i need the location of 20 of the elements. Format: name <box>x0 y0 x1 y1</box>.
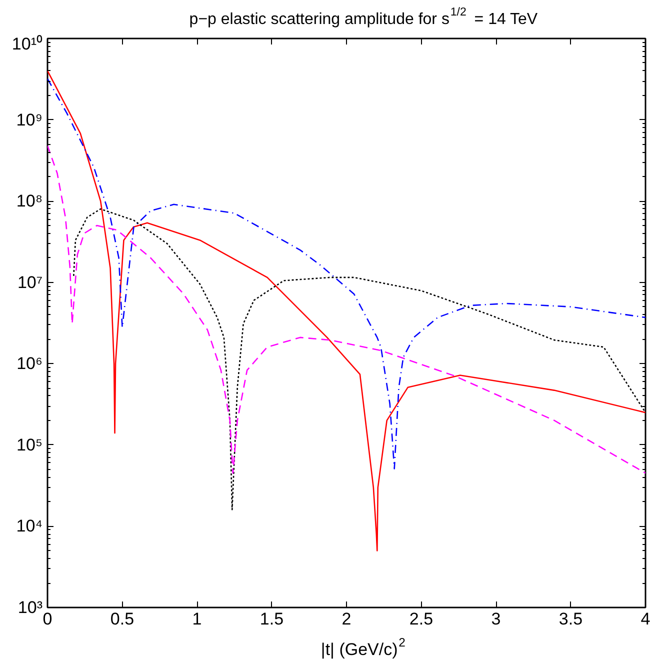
y-tick-label: 10⁴ <box>16 516 43 536</box>
x-tick-label: 4 <box>640 610 650 628</box>
x-tick-label: 3 <box>491 610 501 628</box>
x-tick-label: 0.5 <box>110 610 134 628</box>
y-tick-label: 10⁹ <box>16 110 43 130</box>
line-series <box>48 70 646 552</box>
x-tick-label: 2.5 <box>409 610 434 628</box>
x-tick-label: 1 <box>192 610 202 628</box>
y-tick-label: 10⁵ <box>16 435 43 454</box>
y-tick-label: 10¹⁰ <box>12 34 43 54</box>
x-tick-label: 1.5 <box>260 610 284 628</box>
line-series <box>48 145 646 474</box>
x-tick-label: 3.5 <box>558 610 583 628</box>
y-tick-label: 10⁷ <box>17 272 42 292</box>
line-series <box>48 78 646 470</box>
x-tick-label: 0 <box>42 610 52 628</box>
y-tick-label: 10⁸ <box>16 192 43 211</box>
x-tick-label: 2 <box>342 610 352 628</box>
y-tick-label: 10⁶ <box>16 354 43 374</box>
y-tick-label: 10³ <box>18 598 43 617</box>
